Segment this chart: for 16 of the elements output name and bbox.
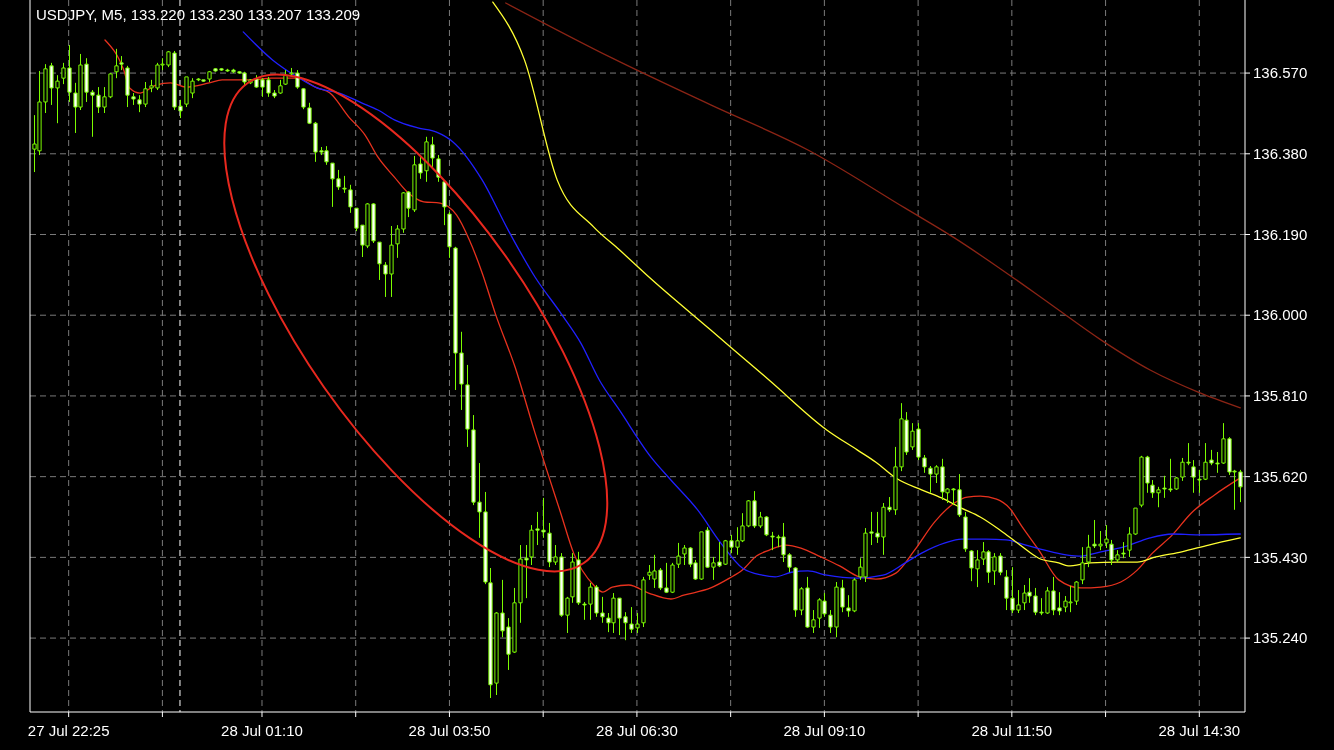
x-tick-label: 28 Jul 09:10	[783, 722, 866, 739]
x-tick-label: 28 Jul 11:50	[971, 722, 1053, 739]
chart-title: USDJPY, M5, 133.220 133.230 133.207 133.209	[36, 6, 361, 23]
x-tick-label: 27 Jul 22:25	[27, 722, 110, 739]
y-tick-label: 135.810	[1253, 387, 1308, 405]
y-tick-label: 135.430	[1253, 548, 1308, 566]
y-tick-label: 136.570	[1253, 64, 1308, 82]
y-tick-label: 135.620	[1253, 467, 1308, 485]
x-tick-label: 28 Jul 03:50	[408, 722, 491, 739]
x-tick-label: 28 Jul 01:10	[221, 722, 303, 739]
y-tick-label: 135.240	[1253, 629, 1308, 647]
x-tick-label: 28 Jul 06:30	[596, 722, 678, 739]
y-tick-label: 136.380	[1253, 145, 1308, 163]
y-tick-label: 136.000	[1253, 306, 1308, 324]
y-tick-label: 136.190	[1253, 225, 1308, 243]
x-tick-label: 28 Jul 14:30	[1158, 722, 1241, 739]
